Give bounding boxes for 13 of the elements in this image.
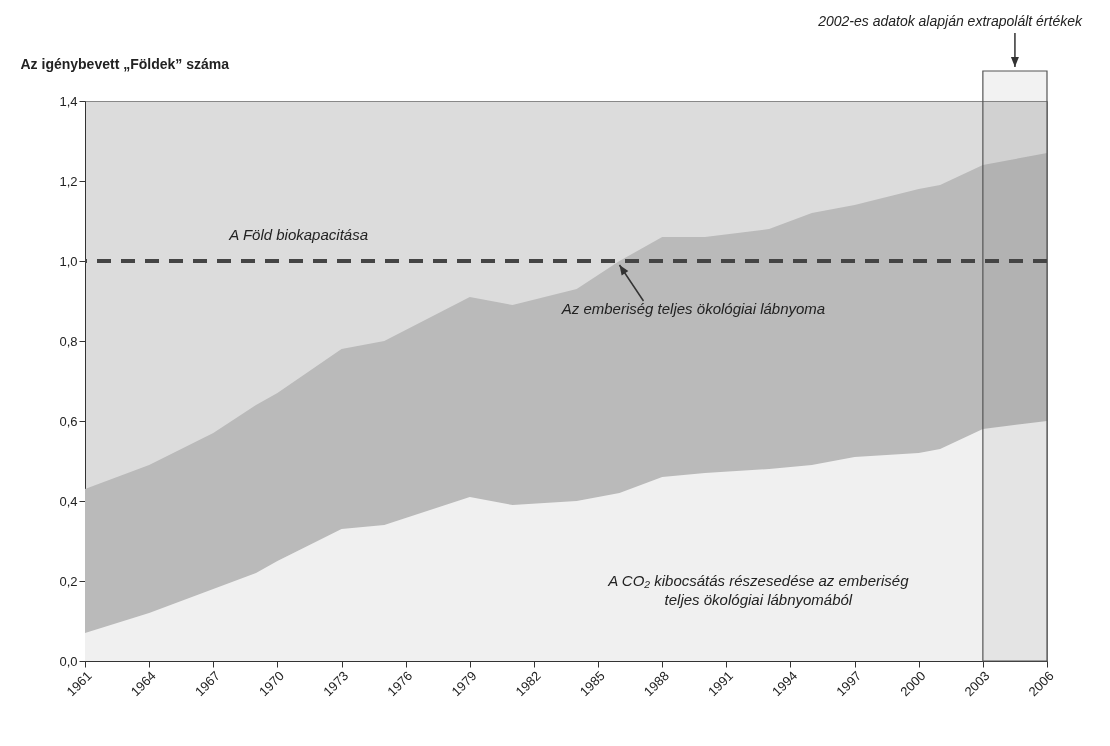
y-tick-label: 0,8	[59, 333, 78, 349]
y-tick-label: 1,4	[59, 93, 78, 109]
y-tick-label: 0,4	[59, 493, 78, 509]
y-tick-label: 0,6	[59, 413, 78, 429]
y-tick-label: 0,0	[59, 653, 78, 669]
series-label: Az emberiség teljes ökológiai lábnyoma	[560, 300, 826, 317]
band-label: 2002-es adatok alapján extrapolált értékek	[817, 13, 1083, 29]
ref-line-label: A Föld biokapacitása	[228, 226, 368, 243]
series-label: A CO₂ kibocsátás részesedése az emberiség teljes ökológiai lábnyomából	[607, 572, 910, 608]
y-axis-title: Az igénybevett „Földek” száma	[20, 55, 230, 72]
y-tick-label: 1,2	[59, 173, 78, 189]
y-tick-label: 0,2	[59, 573, 78, 589]
y-tick-label: 1,0	[59, 253, 78, 269]
